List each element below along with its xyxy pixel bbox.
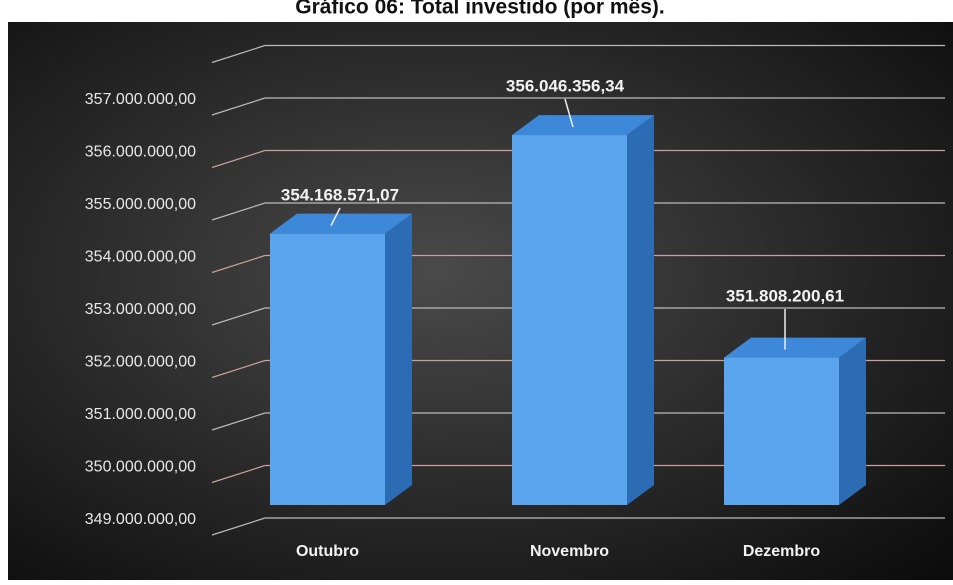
grid-diagonal (211, 97, 266, 116)
y-tick-label: 353.000.000,00 (85, 301, 196, 318)
grid-diagonal (211, 412, 266, 431)
bar-side (385, 213, 412, 505)
grid-diagonal (211, 464, 266, 484)
bar-top (270, 213, 412, 234)
value-label: 356.046.356,34 (506, 76, 625, 95)
grid-diagonal (211, 254, 266, 274)
y-tick-label: 352.000.000,00 (85, 354, 196, 371)
grid-diagonal (211, 359, 266, 379)
bar (724, 357, 839, 505)
bar-side (839, 337, 866, 505)
grid-diagonal (211, 149, 266, 169)
value-label: 351.808.200,61 (726, 286, 844, 305)
y-tick-label: 351.000.000,00 (85, 406, 196, 423)
bar-side (627, 115, 654, 506)
y-tick-label: 354.000.000,00 (85, 249, 196, 266)
y-tick-label: 355.000.000,00 (85, 196, 196, 213)
x-tick-label: Dezembro (743, 543, 821, 560)
grid-diagonal (211, 517, 266, 536)
y-tick-label: 349.000.000,00 (85, 511, 196, 528)
leader-line (564, 98, 574, 128)
y-tick-label: 356.000.000,00 (85, 144, 196, 161)
bar-top (724, 337, 866, 358)
bar-top (512, 115, 654, 136)
y-tick-label: 350.000.000,00 (85, 459, 196, 476)
value-label: 354.168.571,07 (281, 185, 399, 204)
x-tick-label: Novembro (530, 543, 609, 560)
grid-diagonal (211, 44, 266, 64)
grid-diagonal (211, 307, 266, 326)
bar (512, 135, 627, 506)
x-tick-label: Outubro (296, 543, 359, 560)
leader-line (330, 207, 341, 226)
grid-diagonal (211, 202, 266, 221)
bar (270, 233, 385, 505)
y-tick-label: 357.000.000,00 (85, 91, 196, 108)
chart-title: Gráfico 06: Total investido (por mês). (295, 0, 665, 19)
